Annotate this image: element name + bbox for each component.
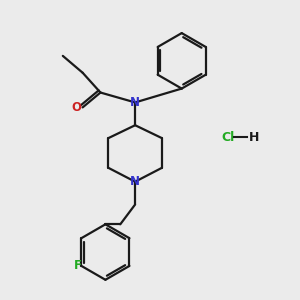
Text: O: O [72,101,82,114]
Text: Cl: Cl [221,130,235,144]
Text: N: N [130,96,140,109]
Text: F: F [74,260,81,272]
Text: H: H [249,130,260,144]
Text: N: N [130,175,140,188]
